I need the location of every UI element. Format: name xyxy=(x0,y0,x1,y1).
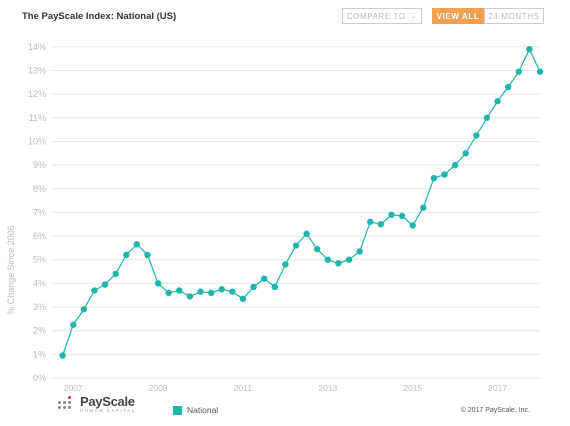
data-point[interactable] xyxy=(409,222,416,229)
data-point[interactable] xyxy=(218,286,225,293)
data-point[interactable] xyxy=(271,283,278,291)
data-point[interactable] xyxy=(356,248,363,255)
x-axis-ticks: 2007 2009 2011 2013 2015 2017 xyxy=(64,383,508,393)
chevron-down-icon: ⌄ xyxy=(410,13,418,20)
y-tick-label: 14% xyxy=(28,42,46,52)
y-tick-label: 12% xyxy=(28,89,46,99)
data-point[interactable] xyxy=(292,242,300,249)
y-tick-label: 2% xyxy=(33,326,46,336)
series-line-national xyxy=(62,47,541,356)
data-point[interactable] xyxy=(473,132,480,139)
data-point[interactable] xyxy=(91,287,98,294)
data-point[interactable] xyxy=(398,212,406,220)
y-axis-ticks: 0% 1% 2% 3% 4% 5% 6% 7% 8% 9% 10% 11% 12% 13% 14% xyxy=(28,42,46,383)
y-tick-label: 7% xyxy=(33,207,46,217)
data-point[interactable] xyxy=(451,161,459,169)
data-point[interactable] xyxy=(80,306,88,313)
data-point[interactable] xyxy=(345,256,353,263)
x-tick-label: 2011 xyxy=(234,383,253,393)
legend[interactable]: National xyxy=(173,405,218,415)
data-point[interactable] xyxy=(377,221,385,228)
data-point[interactable] xyxy=(504,83,512,91)
data-point[interactable] xyxy=(430,174,438,182)
y-tick-label: 1% xyxy=(33,349,46,359)
y-axis-label: % Change Since 2006 xyxy=(6,225,16,315)
y-tick-label: 13% xyxy=(28,65,46,75)
y-tick-label: 0% xyxy=(33,373,46,383)
compare-to-label: COMPARE TO xyxy=(346,11,406,21)
data-point[interactable] xyxy=(483,114,491,121)
data-point[interactable] xyxy=(154,280,162,287)
data-point[interactable] xyxy=(303,230,310,237)
x-tick-label: 2015 xyxy=(403,383,422,393)
data-point[interactable] xyxy=(123,251,130,259)
data-point[interactable] xyxy=(70,321,77,328)
data-point[interactable] xyxy=(260,275,268,282)
view-all-button[interactable]: VIEW ALL xyxy=(432,8,484,24)
gridlines xyxy=(52,46,540,379)
data-point[interactable] xyxy=(101,281,109,288)
data-points xyxy=(59,45,544,359)
y-tick-label: 6% xyxy=(33,231,46,241)
data-point[interactable] xyxy=(536,68,544,75)
x-tick-label: 2009 xyxy=(149,383,168,393)
data-point[interactable] xyxy=(282,261,289,268)
y-tick-label: 9% xyxy=(33,160,46,170)
y-tick-label: 4% xyxy=(33,278,46,288)
data-point[interactable] xyxy=(441,171,448,178)
y-tick-label: 11% xyxy=(29,113,46,123)
copyright: © 2017 PayScale, Inc. xyxy=(460,407,530,414)
data-point[interactable] xyxy=(515,68,522,75)
y-tick-label: 10% xyxy=(28,136,46,146)
y-tick-label: 5% xyxy=(33,255,46,265)
logo-dots-icon xyxy=(58,395,76,413)
data-point[interactable] xyxy=(165,289,172,297)
y-tick-label: 3% xyxy=(33,302,46,312)
data-point[interactable] xyxy=(388,211,395,218)
payscale-logo[interactable]: PayScale HUMAN CAPITAL xyxy=(58,395,136,414)
data-point[interactable] xyxy=(229,288,236,295)
data-point[interactable] xyxy=(250,283,257,291)
data-point[interactable] xyxy=(197,288,204,295)
logo-subtext: HUMAN CAPITAL xyxy=(80,408,136,413)
data-point[interactable] xyxy=(314,245,321,253)
data-point[interactable] xyxy=(186,293,194,300)
data-point[interactable] xyxy=(59,352,66,359)
compare-to-dropdown[interactable]: COMPARE TO ⌄ xyxy=(342,8,422,24)
legend-swatch-national xyxy=(173,405,182,415)
legend-label-national: National xyxy=(187,405,219,415)
data-point[interactable] xyxy=(239,295,247,302)
x-tick-label: 2013 xyxy=(318,383,337,393)
x-tick-label: 2007 xyxy=(64,383,83,393)
data-point[interactable] xyxy=(335,260,342,267)
x-tick-label: 2017 xyxy=(488,383,507,393)
24-months-button[interactable]: 24 MONTHS xyxy=(484,8,544,24)
data-point[interactable] xyxy=(367,218,374,226)
y-tick-label: 8% xyxy=(33,184,46,194)
data-point[interactable] xyxy=(526,45,533,53)
data-point[interactable] xyxy=(176,287,183,294)
data-point[interactable] xyxy=(420,204,427,211)
data-point[interactable] xyxy=(133,241,141,248)
data-point[interactable] xyxy=(494,98,501,105)
page-title: The PayScale Index: National (US) xyxy=(22,11,177,22)
data-point[interactable] xyxy=(462,150,469,157)
data-point[interactable] xyxy=(207,289,215,297)
data-point[interactable] xyxy=(112,270,119,278)
data-point[interactable] xyxy=(324,256,332,263)
logo-text: PayScale xyxy=(80,394,135,409)
data-point[interactable] xyxy=(144,251,151,259)
